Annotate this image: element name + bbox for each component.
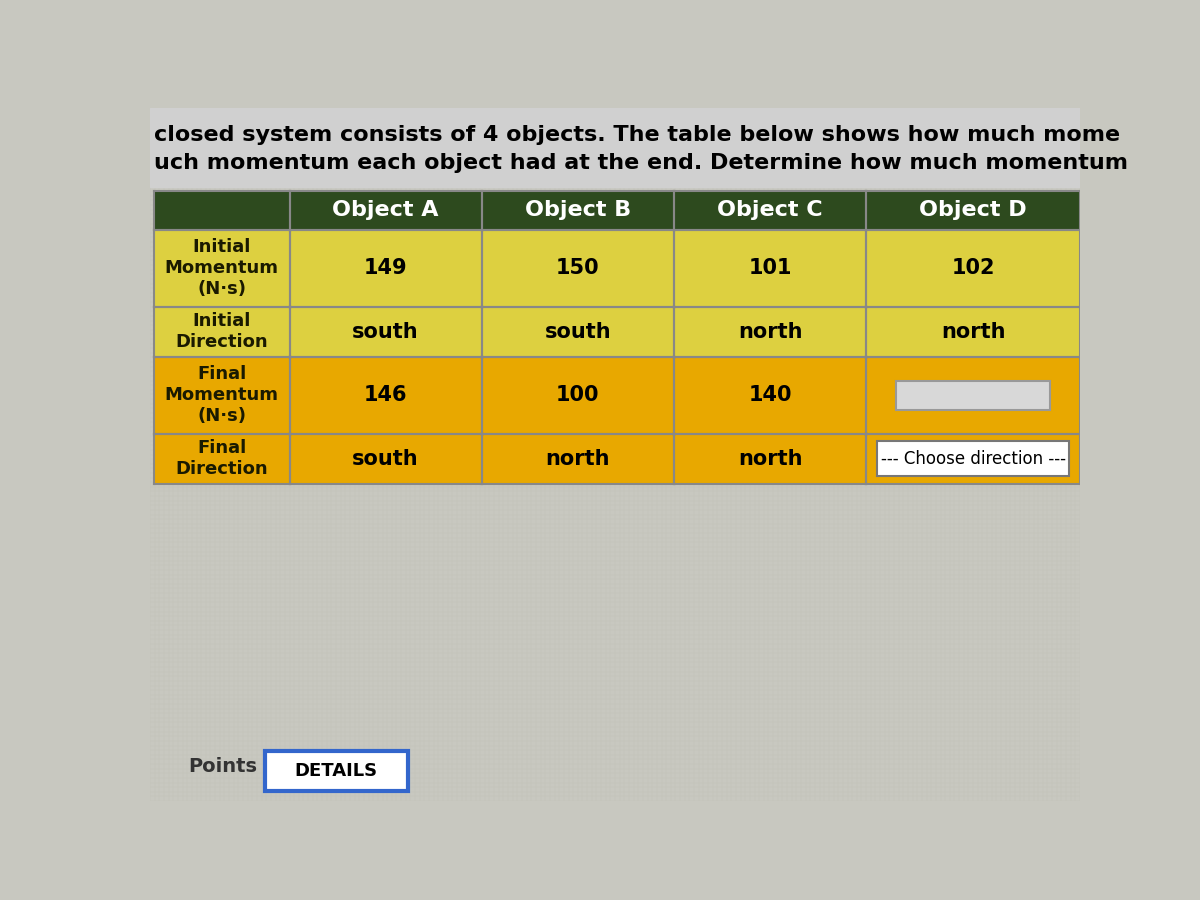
Text: Final
Momentum
(N·s): Final Momentum (N·s) <box>164 365 278 425</box>
Text: 149: 149 <box>364 258 408 278</box>
Text: north: north <box>738 449 803 469</box>
Bar <box>674 356 866 434</box>
Bar <box>896 381 1050 410</box>
Text: Initial
Direction: Initial Direction <box>175 312 268 351</box>
Bar <box>674 307 866 356</box>
Text: Object B: Object B <box>524 201 631 220</box>
Bar <box>154 434 289 484</box>
Text: Final
Direction: Final Direction <box>175 439 268 478</box>
Bar <box>877 441 1069 476</box>
Bar <box>674 230 866 307</box>
Bar <box>265 751 408 791</box>
Text: 146: 146 <box>364 385 407 405</box>
Bar <box>289 230 481 307</box>
Bar <box>289 191 481 230</box>
Bar <box>154 356 289 434</box>
Bar <box>481 434 674 484</box>
Bar <box>289 307 481 356</box>
Bar <box>674 191 866 230</box>
Text: south: south <box>545 321 611 342</box>
Text: Object A: Object A <box>332 201 439 220</box>
Text: DETAILS: DETAILS <box>295 762 378 780</box>
Text: 102: 102 <box>952 258 995 278</box>
Bar <box>481 307 674 356</box>
Text: Initial
Momentum
(N·s): Initial Momentum (N·s) <box>164 238 278 298</box>
Bar <box>154 230 289 307</box>
Text: north: north <box>546 449 610 469</box>
Text: --- Choose direction ---: --- Choose direction --- <box>881 450 1066 468</box>
Bar <box>289 356 481 434</box>
Bar <box>481 191 674 230</box>
Text: 150: 150 <box>556 258 600 278</box>
Bar <box>154 191 289 230</box>
Bar <box>866 434 1080 484</box>
Bar <box>866 230 1080 307</box>
Bar <box>866 356 1080 434</box>
Bar <box>154 307 289 356</box>
Bar <box>481 356 674 434</box>
Bar <box>481 230 674 307</box>
Text: closed system consists of 4 objects. The table below shows how much mome: closed system consists of 4 objects. The… <box>154 125 1120 145</box>
Text: Object D: Object D <box>919 201 1027 220</box>
Bar <box>289 434 481 484</box>
Text: north: north <box>941 321 1006 342</box>
Bar <box>150 108 1080 187</box>
Text: 101: 101 <box>749 258 792 278</box>
Text: north: north <box>738 321 803 342</box>
Bar <box>866 307 1080 356</box>
Text: 100: 100 <box>556 385 600 405</box>
Text: south: south <box>353 449 419 469</box>
Text: south: south <box>353 321 419 342</box>
Text: Object C: Object C <box>718 201 823 220</box>
Bar <box>674 434 866 484</box>
Bar <box>866 191 1080 230</box>
Text: 140: 140 <box>749 385 792 405</box>
Text: uch momentum each object had at the end. Determine how much momentum: uch momentum each object had at the end.… <box>154 153 1128 173</box>
Text: Points: Points <box>188 757 258 776</box>
